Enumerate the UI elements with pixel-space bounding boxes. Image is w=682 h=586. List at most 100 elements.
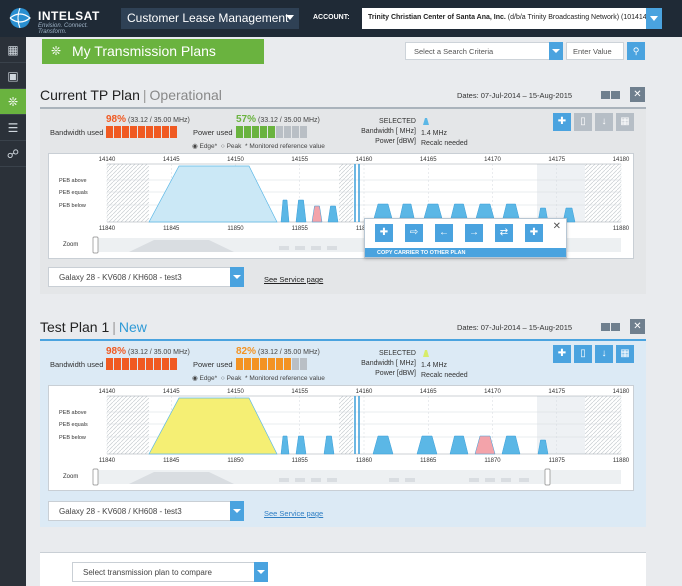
search-button[interactable]: ⚲ bbox=[627, 42, 645, 60]
page-title-text: My Transmission Plans bbox=[72, 43, 216, 59]
top-tick-label: 14145 bbox=[163, 389, 180, 395]
zoom-preview bbox=[469, 478, 479, 482]
top-tick-label: 14180 bbox=[613, 157, 630, 163]
bar-segment bbox=[236, 358, 243, 370]
close-icon: ✕ bbox=[633, 89, 642, 100]
satellite-transponder-value: Galaxy 28 - KV608 / KH608 - test3 bbox=[59, 273, 182, 282]
bar-segment bbox=[138, 126, 145, 138]
search-criteria-select[interactable]: Select a Search Criteria bbox=[405, 42, 563, 60]
guard-band bbox=[339, 396, 353, 454]
compare-bar: Select transmission plan to compare bbox=[40, 552, 646, 586]
copy-range-button[interactable]: ⇨ bbox=[405, 224, 423, 242]
plan-header: Test Plan 1 | New Dates: 07-Jul-2014 – 15-… bbox=[40, 317, 646, 339]
plan-header: Current TP Plan | Operational Dates: 07-Ju… bbox=[40, 85, 646, 107]
shift-left-button[interactable]: ← bbox=[435, 224, 453, 242]
delete-button[interactable]: ▯ bbox=[574, 113, 592, 131]
top-tick-label: 14145 bbox=[163, 157, 180, 163]
carrier-toolbar: ✚ ▯ ↓ ▦ bbox=[550, 345, 634, 363]
chevron-down-icon[interactable] bbox=[254, 562, 268, 582]
close-plan-button[interactable]: ✕ bbox=[630, 319, 645, 334]
account-label: ACCOUNT: bbox=[313, 14, 350, 21]
delete-button[interactable]: ▯ bbox=[574, 345, 592, 363]
shrink-button[interactable]: ⇄ bbox=[495, 224, 513, 242]
move-up-button[interactable] bbox=[601, 323, 610, 331]
copy-carrier-button[interactable]: ✚ bbox=[375, 224, 393, 242]
selected-power-value: Recalc needed bbox=[421, 372, 468, 379]
bar-segment bbox=[122, 358, 129, 370]
zoom-preview bbox=[519, 478, 529, 482]
carrier bbox=[295, 199, 307, 223]
chevron-down-icon[interactable] bbox=[230, 267, 244, 287]
zoom-preview bbox=[389, 478, 399, 482]
spectrum-chart-svg: 14140 14145 14150 14155 14160 14165 14170 14175… bbox=[59, 389, 630, 486]
selected-values: 1.4 MHz Recalc needed bbox=[421, 117, 468, 149]
carrier bbox=[416, 435, 438, 455]
bar-segment bbox=[162, 126, 169, 138]
service-page-link[interactable]: See Service page bbox=[264, 275, 324, 284]
top-tick-label: 14155 bbox=[291, 157, 308, 163]
calculator-button[interactable]: ▦ bbox=[616, 345, 634, 363]
sidebar-item-transmission[interactable]: ❊ bbox=[0, 89, 26, 115]
power-bar bbox=[236, 358, 308, 370]
sidebar-item-dashboard[interactable]: ▦ bbox=[0, 37, 26, 63]
large-carrier bbox=[148, 165, 278, 223]
chevron-down-icon[interactable] bbox=[549, 42, 563, 60]
chevron-down-icon[interactable] bbox=[230, 501, 244, 521]
selected-power-label: Power [dBW] bbox=[375, 138, 416, 145]
bottom-tick-label: 11855 bbox=[292, 458, 309, 464]
page-title: ❊ My Transmission Plans bbox=[42, 39, 264, 64]
shift-right-button[interactable]: → bbox=[465, 224, 483, 242]
search-criteria-placeholder: Select a Search Criteria bbox=[414, 47, 494, 56]
close-plan-button[interactable]: ✕ bbox=[630, 87, 645, 102]
satellite-transponder-select[interactable]: Galaxy 28 - KV608 / KH608 - test3 bbox=[48, 501, 244, 521]
satellite-transponder-select[interactable]: Galaxy 28 - KV608 / KH608 - test3 bbox=[48, 267, 244, 287]
add-carrier-button[interactable]: ✚ bbox=[553, 345, 571, 363]
edge-radio[interactable]: ◉ Edge* bbox=[192, 375, 218, 382]
expand-button[interactable]: ✚ bbox=[525, 224, 543, 242]
selected-label: SELECTED bbox=[379, 350, 416, 357]
add-carrier-button[interactable]: ✚ bbox=[553, 113, 571, 131]
move-down-button[interactable] bbox=[611, 323, 620, 331]
spectrum-chart[interactable]: 14140 14145 14150 14155 14160 14165 14170 14175… bbox=[48, 153, 634, 259]
move-up-button[interactable] bbox=[601, 91, 610, 99]
carrier bbox=[449, 435, 469, 455]
zoom-preview bbox=[279, 246, 289, 250]
zoom-preview bbox=[485, 478, 495, 482]
download-button[interactable]: ↓ bbox=[595, 113, 613, 131]
selected-labels: SELECTED Bandwidth [ MHz] Power [dBW] bbox=[340, 117, 416, 147]
selected-carrier-swatch bbox=[421, 117, 468, 129]
edge-radio[interactable]: ◉ Edge* bbox=[192, 143, 218, 150]
peak-radio[interactable]: ○ Peak bbox=[220, 143, 242, 150]
bar-segment bbox=[244, 358, 251, 370]
download-button[interactable]: ↓ bbox=[595, 345, 613, 363]
bar-segment bbox=[260, 126, 267, 138]
move-down-button[interactable] bbox=[611, 91, 620, 99]
account-selector[interactable]: Trinity Christian Center of Santa Ana, I… bbox=[362, 8, 662, 29]
spectrum-chart[interactable]: 14140 14145 14150 14155 14160 14165 14170 14175… bbox=[48, 385, 634, 491]
calculator-button[interactable]: ▦ bbox=[616, 113, 634, 131]
top-tick-label: 14170 bbox=[484, 389, 501, 395]
bar-segment bbox=[260, 358, 267, 370]
sidebar-item-briefcase[interactable]: ▣ bbox=[0, 63, 26, 89]
zoom-preview bbox=[295, 478, 305, 482]
bottom-tick-label: 11840 bbox=[99, 226, 116, 232]
bottom-tick-label: 11865 bbox=[420, 458, 437, 464]
intelsat-logo[interactable]: INTELSAT Envision. Connect. Transform. bbox=[8, 6, 118, 35]
sidebar-item-list[interactable]: ☰ bbox=[0, 115, 26, 141]
sidebar-item-satellite[interactable]: ☍ bbox=[0, 141, 26, 167]
compare-plan-select[interactable]: Select transmission plan to compare bbox=[72, 562, 268, 582]
bar-segment bbox=[300, 358, 307, 370]
service-page-link[interactable]: See Service page bbox=[264, 509, 324, 518]
search-value-input[interactable]: Enter Value bbox=[566, 42, 624, 60]
carrier bbox=[537, 439, 549, 455]
account-dropdown-button[interactable] bbox=[646, 8, 662, 29]
row-label: PEB above bbox=[59, 410, 87, 416]
peak-radio[interactable]: ○ Peak bbox=[220, 375, 242, 382]
app-name: Customer Lease Management bbox=[127, 11, 289, 25]
plan-title-text: Test Plan 1 bbox=[40, 319, 110, 335]
app-selector[interactable]: Customer Lease Management bbox=[121, 8, 299, 29]
account-name: Trinity Christian Center of Santa Ana, I… bbox=[368, 14, 506, 21]
bar-segment bbox=[170, 126, 177, 138]
bar-segment bbox=[268, 358, 275, 370]
close-popup-button[interactable]: ✕ bbox=[552, 221, 561, 232]
